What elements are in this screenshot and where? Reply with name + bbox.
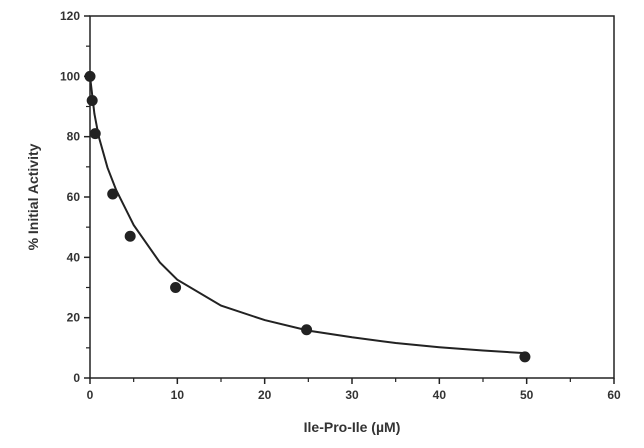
y-tick-label-4: 80 xyxy=(67,130,81,144)
x-tick-label-0: 0 xyxy=(87,388,94,402)
x-tick-label-3: 30 xyxy=(345,388,359,402)
data-point-2 xyxy=(89,128,101,140)
data-points xyxy=(84,70,531,363)
data-point-6 xyxy=(301,324,313,336)
y-axis-title: % Initial Activity xyxy=(25,143,41,250)
data-point-5 xyxy=(170,282,182,293)
plot-area xyxy=(89,15,615,379)
x-axis-title: Ile-Pro-Ile (µM) xyxy=(304,419,401,435)
fit-curve xyxy=(89,76,527,355)
data-point-7 xyxy=(519,351,531,363)
data-point-3 xyxy=(107,188,119,200)
y-tick-label-1: 20 xyxy=(67,311,81,325)
y-axis: 0 20 40 60 80 100 120 xyxy=(60,9,90,385)
x-tick-label-4: 40 xyxy=(433,388,447,402)
y-tick-label-2: 40 xyxy=(67,250,81,264)
data-point-1 xyxy=(86,94,98,106)
data-point-4 xyxy=(124,230,136,242)
x-tick-label-6: 60 xyxy=(607,388,621,402)
data-point-0 xyxy=(84,70,96,82)
x-tick-label-1: 10 xyxy=(171,388,185,402)
y-tick-label-5: 100 xyxy=(60,69,80,83)
y-tick-label-3: 60 xyxy=(67,190,81,204)
y-tick-label-6: 120 xyxy=(60,9,80,23)
plot-frame xyxy=(89,15,615,379)
x-tick-label-5: 50 xyxy=(520,388,534,402)
x-axis: 0 10 20 30 40 50 60 xyxy=(87,378,621,402)
y-tick-label-0: 0 xyxy=(73,371,80,385)
x-tick-label-2: 20 xyxy=(258,388,272,402)
